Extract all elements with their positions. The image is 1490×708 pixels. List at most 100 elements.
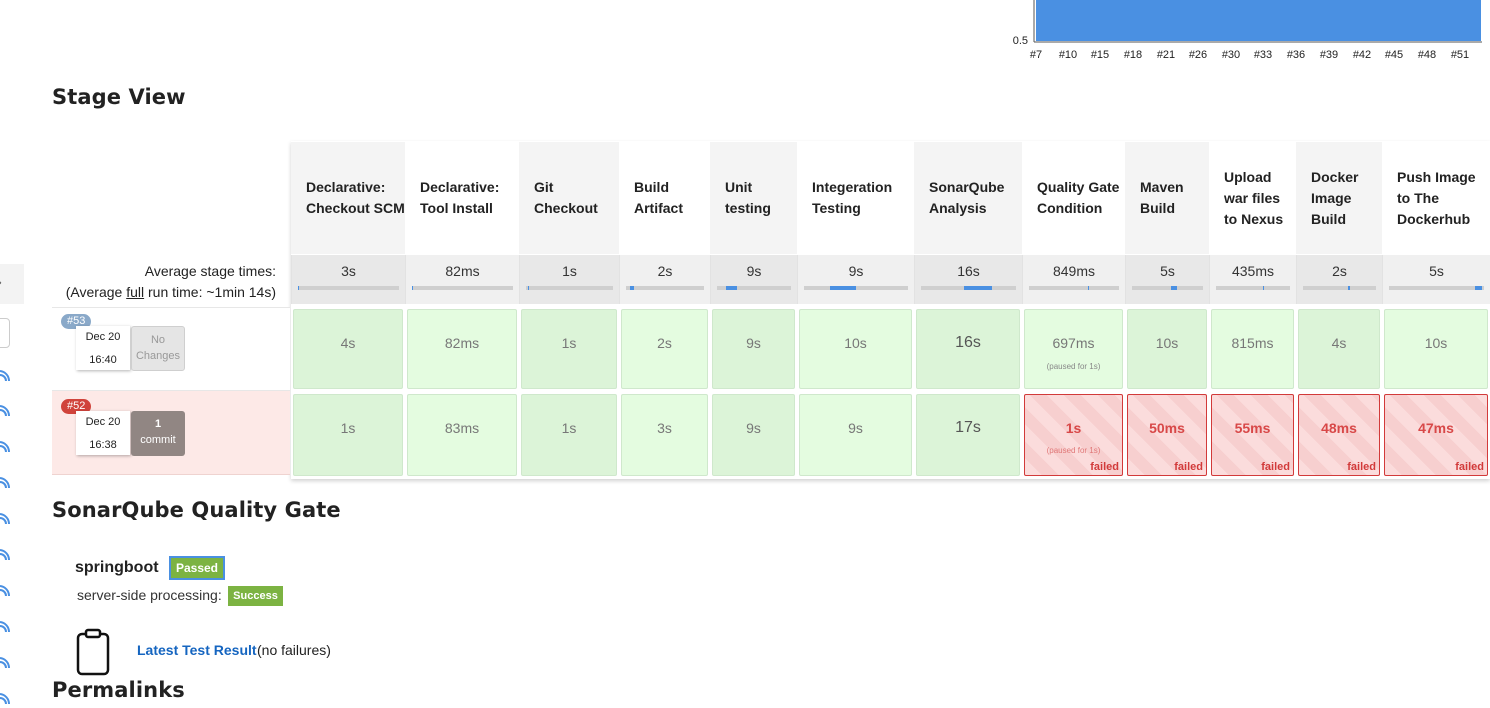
sidebar-filter-input[interactable] <box>0 318 10 348</box>
stage-paused-note: (paused for 1s) <box>1046 446 1101 455</box>
stage-header: Docker Image Build <box>1296 142 1382 254</box>
build-number-badge[interactable]: #53 <box>61 314 92 329</box>
left-sidebar: › <box>0 0 24 705</box>
stage-duration: 83ms <box>444 420 480 436</box>
stage-header: Quality Gate Condition <box>1037 179 1120 216</box>
stage-failed-label: failed <box>1174 461 1203 473</box>
stage-cell[interactable]: 1s (paused for 1s) failed <box>1024 394 1123 476</box>
stage-average-progress-bar <box>526 286 613 290</box>
stage-cell[interactable]: 1s <box>521 309 617 389</box>
changes-line1: 1 <box>154 418 162 430</box>
stage-header: Upload war files to Nexus <box>1224 168 1284 227</box>
stage-average-cell: 3s <box>291 255 405 304</box>
stage-view-title: Stage View <box>52 85 186 109</box>
build-date-box: Dec 20 16:38 <box>76 411 130 455</box>
stage-header: Git Checkout <box>519 142 619 254</box>
stage-paused-note: (paused for 1s) <box>1046 362 1101 371</box>
stage-cell[interactable]: 4s <box>1298 309 1380 389</box>
trend-xtick: #21 <box>1157 49 1175 61</box>
test-result-summary: (no failures) <box>257 642 331 658</box>
stage-header: Maven Build <box>1125 142 1209 254</box>
stage-cell[interactable]: 1s <box>521 394 617 476</box>
stage-cell[interactable]: 9s <box>712 394 795 476</box>
build-changes-box[interactable]: 1 commit <box>131 411 185 456</box>
stage-average-progress-bar <box>1216 286 1290 290</box>
avg-label-line1: Average stage times: <box>144 263 276 279</box>
stage-average-progress-fill <box>1087 286 1089 290</box>
stage-cell[interactable]: 48ms failed <box>1298 394 1380 476</box>
stage-cell[interactable]: 17s <box>916 394 1020 476</box>
trend-xtick: #42 <box>1353 49 1371 61</box>
stage-cell[interactable]: 10s <box>799 309 912 389</box>
stage-cell[interactable]: 83ms <box>407 394 517 476</box>
avg-label-line2: (Average full run time: ~1min 14s) <box>65 284 276 300</box>
stage-average-time: 435ms <box>1231 263 1275 279</box>
stage-cell[interactable]: 9s <box>712 309 795 389</box>
stage-cell[interactable]: 47ms failed <box>1384 394 1488 476</box>
build-time: 16:38 <box>89 439 117 451</box>
stage-duration: 48ms <box>1321 420 1357 436</box>
stage-duration: 4s <box>1331 335 1347 351</box>
latest-test-result-link[interactable]: Latest Test Result <box>137 642 257 658</box>
trend-bar <box>1036 0 1481 41</box>
stage-failed-label: failed <box>1455 461 1484 473</box>
stage-duration: 2s <box>657 335 672 351</box>
stage-average-progress-fill <box>1262 286 1264 290</box>
stage-duration: 815ms <box>1231 335 1274 351</box>
stage-average-progress-bar <box>298 286 399 290</box>
stage-average-progress-bar <box>717 286 791 290</box>
stage-average-time: 5s <box>1160 263 1175 279</box>
stage-cell[interactable]: 2s <box>621 309 708 389</box>
stage-cell[interactable]: 55ms failed <box>1211 394 1294 476</box>
stage-duration: 10s <box>1155 335 1179 351</box>
trend-xtick: #48 <box>1418 49 1436 61</box>
stage-cell[interactable]: 9s <box>799 394 912 476</box>
trend-xtick: #15 <box>1091 49 1109 61</box>
build-date-box: Dec 20 16:40 <box>76 326 130 370</box>
build-date: Dec 20 <box>85 416 121 428</box>
stage-cell[interactable]: 82ms <box>407 309 517 389</box>
quality-gate-title: SonarQube Quality Gate <box>52 498 341 522</box>
stage-cell[interactable]: 50ms failed <box>1127 394 1207 476</box>
sonar-project-name[interactable]: springboot <box>75 559 159 576</box>
sidebar-selected-item[interactable] <box>0 264 24 304</box>
stage-average-time: 849ms <box>1052 263 1096 279</box>
stage-header: Integeration Testing <box>812 179 893 216</box>
stage-average-cell: 435ms <box>1209 255 1296 304</box>
build-status-spinner-icon <box>0 693 11 705</box>
build-changes-box[interactable]: No Changes <box>131 326 185 371</box>
stage-duration: 16s <box>955 334 981 351</box>
stage-average-progress-bar <box>412 286 513 290</box>
build-number-badge[interactable]: #52 <box>61 399 92 414</box>
stage-average-progress-fill <box>412 286 413 290</box>
stage-header: Unit testing <box>710 142 797 254</box>
stage-cell[interactable]: 815ms <box>1211 309 1294 389</box>
stage-average-cell: 5s <box>1382 255 1490 304</box>
stage-cell[interactable]: 1s <box>293 394 403 476</box>
stage-average-time: 2s <box>657 263 673 279</box>
stage-average-time: 3s <box>341 263 356 279</box>
stage-average-time: 1s <box>562 263 577 279</box>
build-status-spinner-icon <box>0 405 11 417</box>
stage-average-progress-fill <box>963 286 993 290</box>
trend-xtick: #45 <box>1385 49 1403 61</box>
stage-cell[interactable]: 697ms (paused for 1s) <box>1024 309 1123 389</box>
trend-xtick: #26 <box>1189 49 1207 61</box>
stage-duration: 697ms <box>1052 335 1095 351</box>
stage-failed-label: failed <box>1090 461 1119 473</box>
stage-cell[interactable]: 3s <box>621 394 708 476</box>
stage-cell[interactable]: 4s <box>293 309 403 389</box>
build-status-spinner-icon <box>0 513 11 525</box>
stage-cell[interactable]: 10s <box>1127 309 1207 389</box>
stage-average-cell: 2s <box>619 255 710 304</box>
full-run-link[interactable]: full <box>126 284 145 300</box>
stage-duration: 1s <box>1065 420 1082 436</box>
stage-cell[interactable]: 10s <box>1384 309 1488 389</box>
stage-average-progress-bar <box>804 286 908 290</box>
stage-duration: 55ms <box>1234 420 1271 436</box>
stage-cell[interactable]: 16s <box>916 309 1020 389</box>
stage-header: Build Artifact <box>634 179 684 216</box>
build-status-spinner-icon <box>0 370 11 382</box>
stage-duration: 17s <box>955 419 981 436</box>
trend-xtick: #30 <box>1222 49 1240 61</box>
